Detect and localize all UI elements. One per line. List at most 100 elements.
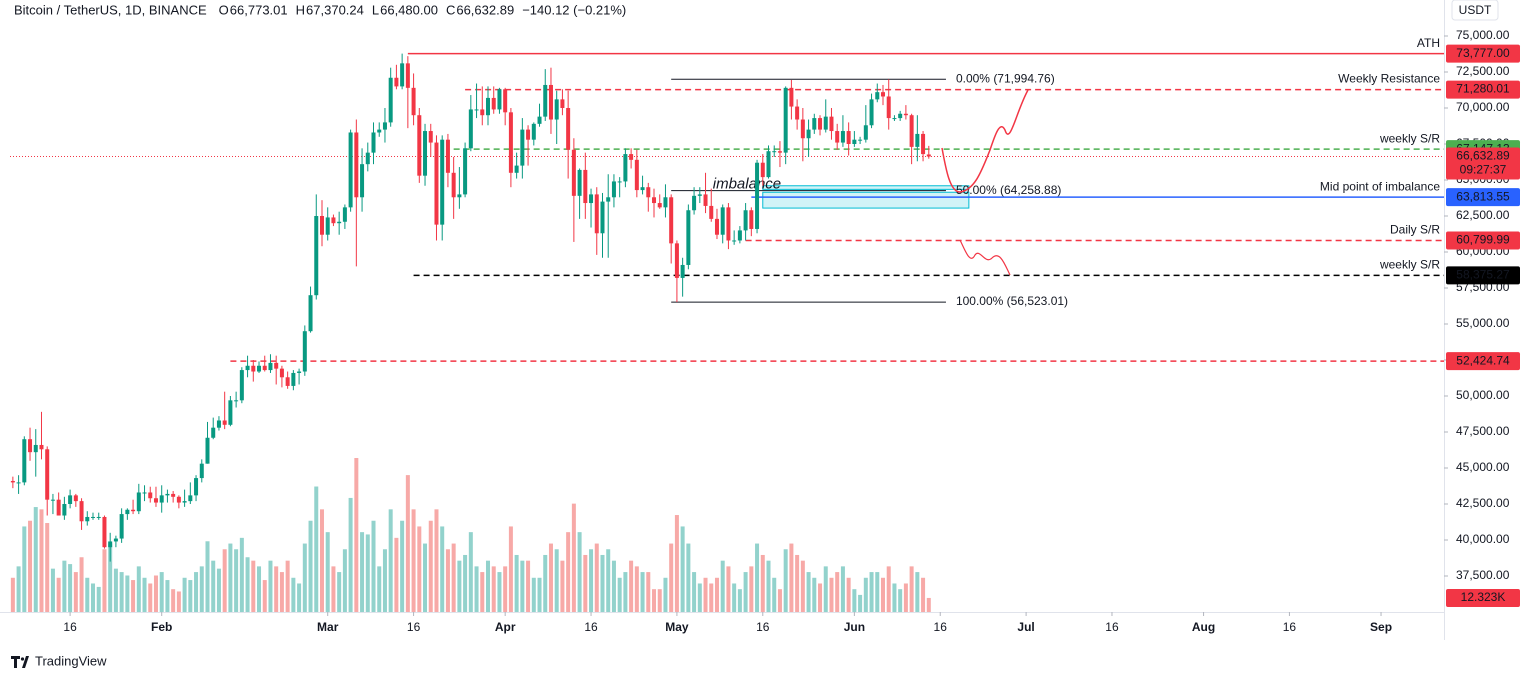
volume-bar <box>520 560 525 612</box>
volume-bar <box>669 543 674 612</box>
volume-bar <box>909 566 914 612</box>
volume-bar <box>148 583 153 612</box>
candle-body <box>720 207 725 235</box>
y-tick-label: 75,000.00 <box>1456 28 1510 42</box>
volume-bar <box>703 577 708 612</box>
last-price-box <box>1446 147 1520 180</box>
volume-bar <box>153 575 158 612</box>
candle-body <box>257 365 262 372</box>
currency-box[interactable] <box>1451 0 1499 21</box>
candle-body <box>10 480 15 483</box>
volume-bar <box>880 577 885 612</box>
field-key: L <box>372 2 379 17</box>
candle-layer <box>10 53 931 562</box>
volume-bar <box>531 577 536 612</box>
last-price-countdown: 09:27:37 <box>1460 163 1507 177</box>
volume-bar <box>835 572 840 612</box>
volume-bar <box>22 526 27 612</box>
volume-bar <box>302 543 307 612</box>
candle-body <box>423 131 428 176</box>
candle-body <box>39 444 44 450</box>
volume-bar <box>537 577 542 612</box>
candle-body <box>165 493 170 496</box>
volume-bar <box>257 566 262 612</box>
volume-bar <box>772 577 777 612</box>
candle-body <box>360 164 365 198</box>
volume-bar <box>697 583 702 612</box>
volume-bar <box>405 475 410 612</box>
candle-body <box>171 493 176 497</box>
volume-bar <box>91 583 96 612</box>
volume-layer <box>10 458 931 612</box>
volume-bar <box>926 597 931 612</box>
candle-body <box>348 132 353 208</box>
candle-body <box>732 240 737 242</box>
volume-bar <box>840 566 845 612</box>
y-tick-label: 40,000.00 <box>1456 532 1510 546</box>
candle-body <box>96 516 101 518</box>
level-layer: 0.00% (71,994.76) 50.00% (64,258.88) 100.0… <box>10 36 1444 362</box>
volume-bar <box>783 549 788 612</box>
candle-body <box>497 89 502 110</box>
field-value: 67,370.24 <box>306 2 364 17</box>
candle-body <box>629 154 634 160</box>
candle-body <box>239 370 244 401</box>
volume-bar <box>617 577 622 612</box>
volume-last-box <box>1446 589 1520 607</box>
volume-bar <box>205 541 210 612</box>
volume-bar <box>377 566 382 612</box>
candle-body <box>726 207 731 241</box>
candle-body <box>743 210 748 231</box>
volume-bar <box>491 566 496 612</box>
candle-body <box>342 207 347 222</box>
level-box <box>1446 266 1520 285</box>
candle-body <box>617 181 622 183</box>
field-key: H <box>296 2 305 17</box>
candle-body <box>468 109 473 149</box>
currency[interactable]: USDT <box>1459 3 1492 17</box>
x-tick-label: 16 <box>63 620 77 634</box>
candle-body <box>869 99 874 126</box>
volume-bar <box>543 554 548 612</box>
volume-bar <box>33 507 38 612</box>
volume-bar <box>503 566 508 612</box>
candle-body <box>371 132 376 153</box>
level-label: 63,813.55 <box>1456 189 1510 203</box>
candle-body <box>463 148 468 195</box>
volume-bar <box>560 560 565 612</box>
x-tick-label: 16 <box>756 620 770 634</box>
volume-bar <box>583 554 588 612</box>
level-label: 71,280.01 <box>1456 82 1510 96</box>
volume-bar <box>663 577 668 612</box>
volume-bar <box>611 560 616 612</box>
candle-body <box>216 420 221 428</box>
volume-bar <box>176 591 181 612</box>
volume-bar <box>268 560 273 612</box>
level-text: Daily S/R <box>1390 223 1440 237</box>
volume-bar <box>228 543 233 612</box>
candle-body <box>405 63 410 88</box>
candle-body <box>50 499 55 501</box>
x-tick-label: 16 <box>1105 620 1119 634</box>
candle-body <box>113 538 118 542</box>
candle-body <box>388 77 393 123</box>
candle-body <box>182 501 187 503</box>
candle-body <box>73 495 78 502</box>
candle-body <box>314 216 319 296</box>
candle-body <box>159 495 164 503</box>
volume-bar <box>589 549 594 612</box>
candle-body <box>766 151 771 178</box>
volume-last-label: 12.323K <box>1461 590 1506 604</box>
candle-body <box>102 516 107 548</box>
volume-bar <box>417 526 422 612</box>
candle-body <box>737 230 742 241</box>
volume-bar <box>749 566 754 612</box>
volume-bar <box>428 520 433 612</box>
candle-body <box>823 116 828 130</box>
candle-body <box>108 541 113 548</box>
candle-body <box>657 203 662 208</box>
volume-bar <box>28 520 33 612</box>
volume-bar <box>755 543 760 612</box>
volume-bar <box>16 566 21 612</box>
level-text: weekly S/R <box>1379 131 1440 145</box>
